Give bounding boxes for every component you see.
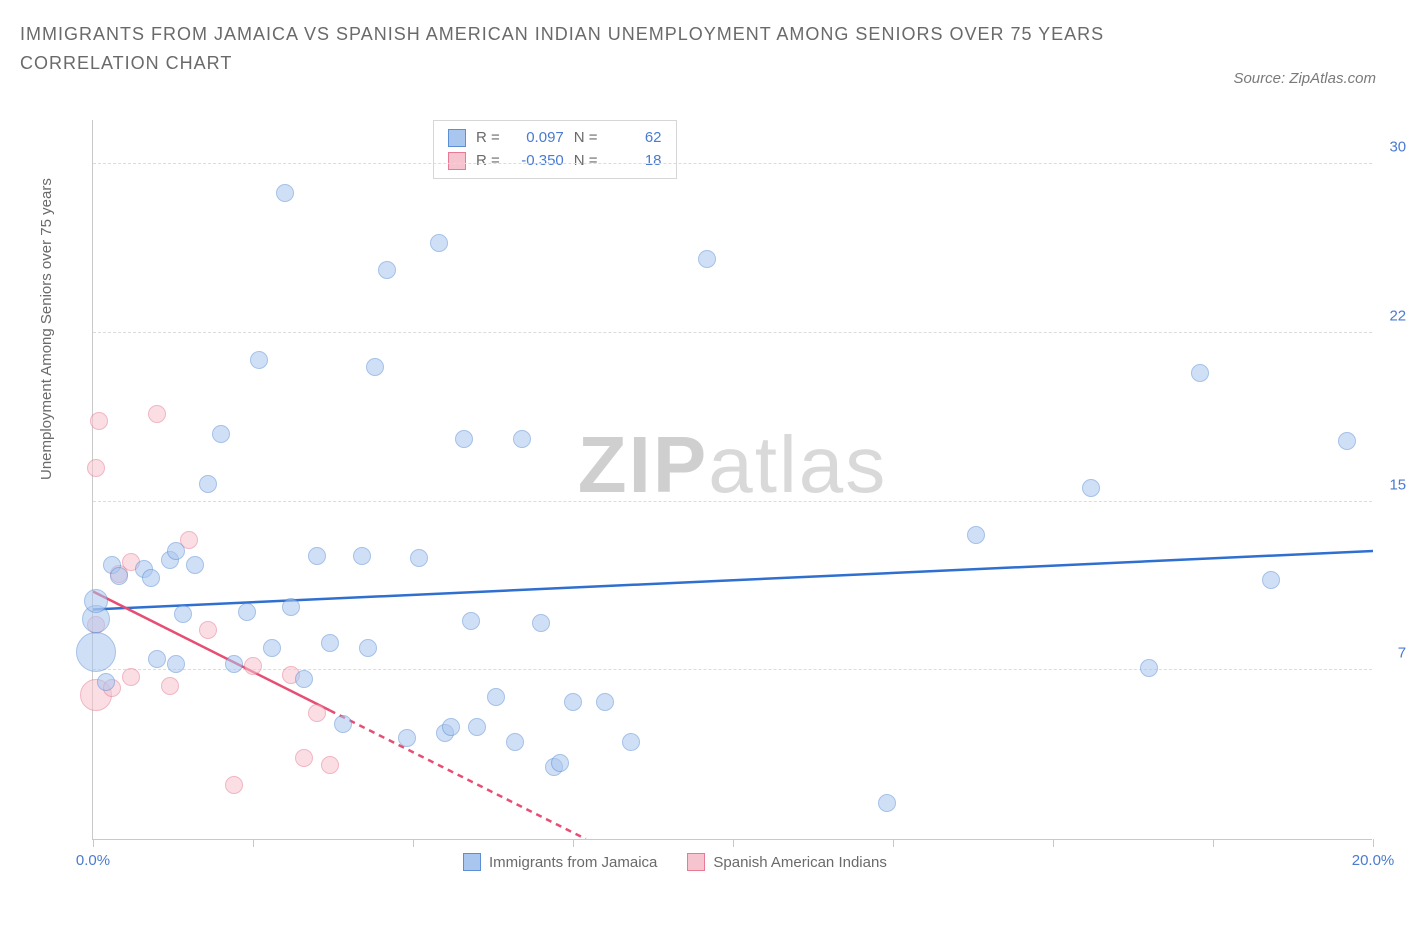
y-tick-label: 15.0% xyxy=(1389,476,1406,493)
data-point xyxy=(250,351,268,369)
data-point xyxy=(551,754,569,772)
x-tick xyxy=(733,839,734,847)
data-point xyxy=(1191,364,1209,382)
legend-item: Spanish American Indians xyxy=(687,853,886,871)
data-point xyxy=(622,733,640,751)
data-point xyxy=(186,556,204,574)
data-point xyxy=(564,693,582,711)
legend-swatch-blue xyxy=(463,853,481,871)
data-point xyxy=(199,475,217,493)
data-point xyxy=(167,655,185,673)
data-point xyxy=(263,639,281,657)
data-point xyxy=(442,718,460,736)
data-point xyxy=(308,547,326,565)
source-attribution: Source: ZipAtlas.com xyxy=(1233,70,1376,87)
data-point xyxy=(174,605,192,623)
chart-title: IMMIGRANTS FROM JAMAICA VS SPANISH AMERI… xyxy=(20,20,1140,78)
y-tick-label: 7.5% xyxy=(1398,645,1406,662)
data-point xyxy=(282,598,300,616)
gridline xyxy=(93,332,1372,333)
data-point xyxy=(321,634,339,652)
data-point xyxy=(276,184,294,202)
x-tick xyxy=(893,839,894,847)
data-point xyxy=(359,639,377,657)
data-point xyxy=(84,589,108,613)
x-tick-label: 0.0% xyxy=(76,852,110,869)
data-point xyxy=(212,425,230,443)
plot-area: ZIPatlas R = 0.097 N = 62 R = -0.350 N =… xyxy=(92,120,1372,840)
x-tick-label: 20.0% xyxy=(1352,852,1395,869)
data-point xyxy=(148,405,166,423)
data-point xyxy=(225,655,243,673)
data-point xyxy=(462,612,480,630)
y-axis-label: Unemployment Among Seniors over 75 years xyxy=(38,178,55,480)
data-point xyxy=(366,358,384,376)
data-point xyxy=(76,632,116,672)
legend-swatch-pink xyxy=(687,853,705,871)
data-point xyxy=(295,749,313,767)
watermark: ZIPatlas xyxy=(578,419,887,511)
gridline xyxy=(93,163,1372,164)
data-point xyxy=(596,693,614,711)
data-point xyxy=(378,261,396,279)
legend-swatch-blue xyxy=(448,129,466,147)
x-tick xyxy=(413,839,414,847)
data-point xyxy=(110,567,128,585)
data-point xyxy=(334,715,352,733)
data-point xyxy=(532,614,550,632)
data-point xyxy=(321,756,339,774)
data-point xyxy=(225,776,243,794)
data-point xyxy=(87,459,105,477)
x-tick xyxy=(1053,839,1054,847)
trend-lines xyxy=(93,119,1373,839)
data-point xyxy=(506,733,524,751)
legend-row: R = -0.350 N = 18 xyxy=(448,150,662,173)
legend-swatch-pink xyxy=(448,152,466,170)
data-point xyxy=(1140,659,1158,677)
data-point xyxy=(295,670,313,688)
data-point xyxy=(167,542,185,560)
data-point xyxy=(90,412,108,430)
y-tick-label: 30.0% xyxy=(1389,139,1406,156)
data-point xyxy=(513,430,531,448)
data-point xyxy=(161,677,179,695)
x-tick xyxy=(1213,839,1214,847)
data-point xyxy=(410,549,428,567)
data-point xyxy=(353,547,371,565)
data-point xyxy=(430,234,448,252)
data-point xyxy=(1262,571,1280,589)
data-point xyxy=(468,718,486,736)
data-point xyxy=(148,650,166,668)
data-point xyxy=(142,569,160,587)
data-point xyxy=(398,729,416,747)
data-point xyxy=(967,526,985,544)
series-legend: Immigrants from Jamaica Spanish American… xyxy=(463,853,887,871)
legend-row: R = 0.097 N = 62 xyxy=(448,127,662,150)
data-point xyxy=(199,621,217,639)
data-point xyxy=(308,704,326,722)
data-point xyxy=(122,668,140,686)
y-tick-label: 22.5% xyxy=(1389,307,1406,324)
gridline xyxy=(93,501,1372,502)
chart-container: IMMIGRANTS FROM JAMAICA VS SPANISH AMERI… xyxy=(20,20,1386,910)
x-tick xyxy=(253,839,254,847)
data-point xyxy=(1338,432,1356,450)
data-point xyxy=(244,657,262,675)
data-point xyxy=(455,430,473,448)
data-point xyxy=(1082,479,1100,497)
x-tick xyxy=(573,839,574,847)
data-point xyxy=(878,794,896,812)
data-point xyxy=(698,250,716,268)
data-point xyxy=(238,603,256,621)
x-tick xyxy=(93,839,94,847)
x-tick xyxy=(1373,839,1374,847)
data-point xyxy=(487,688,505,706)
legend-item: Immigrants from Jamaica xyxy=(463,853,657,871)
data-point xyxy=(97,673,115,691)
correlation-legend: R = 0.097 N = 62 R = -0.350 N = 18 xyxy=(433,120,677,179)
